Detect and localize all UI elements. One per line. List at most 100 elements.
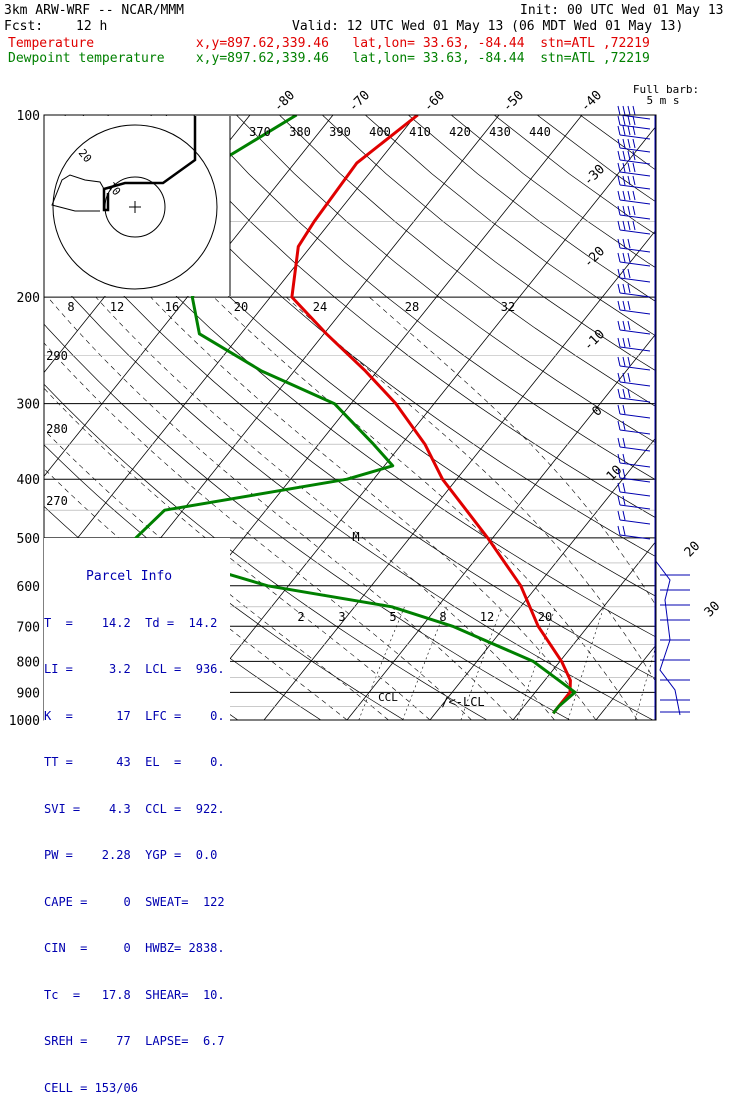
wind-barb-flag: [628, 126, 630, 135]
wind-barb-flag: [618, 526, 620, 535]
wind-barb: [620, 248, 650, 252]
wind-barb: [620, 215, 650, 219]
wind-barb: [620, 148, 650, 152]
parcel-row: CAPE = 0 SWEAT= 122: [44, 895, 230, 911]
wind-barb: [620, 520, 650, 524]
hodograph-background: [44, 116, 230, 296]
wind-barb: [620, 230, 650, 234]
wind-barb: [620, 172, 650, 176]
wind-barb-flag: [623, 151, 625, 160]
wind-barb-flag: [633, 176, 635, 185]
wind-barb-flag: [633, 221, 635, 230]
dry-adiabat-line: [151, 115, 740, 733]
wind-barb: [620, 492, 650, 496]
wind-barb: [620, 330, 650, 334]
theta-label: 380: [289, 125, 311, 139]
lcl-label: /<-LCL: [441, 695, 484, 709]
pressure-label: 900: [17, 686, 40, 701]
dry-adiabat-line: [494, 115, 740, 733]
temperature-legend: Temperature x,y=897.62,339.46 lat,lon= 3…: [8, 36, 650, 51]
isotherm-label: -80: [271, 88, 298, 115]
wind-barb-flag: [618, 338, 620, 347]
wind-barb-flag: [628, 338, 630, 347]
wind-barb-flag: [618, 389, 620, 398]
wind-barb: [620, 200, 650, 204]
wind-barb-flag: [623, 206, 625, 215]
wind-barb: [620, 135, 650, 139]
wind-barb-flag: [623, 253, 625, 262]
hodograph-speed-label: 8: [67, 300, 74, 314]
wind-barb-flag: [628, 284, 630, 293]
parcel-row: SREH = 77 LAPSE= 6.7: [44, 1034, 230, 1050]
wind-barb: [620, 414, 650, 418]
wind-barb: [620, 382, 650, 386]
isotherm-line: [679, 115, 740, 720]
wind-barb-flag: [618, 421, 620, 430]
mixing-ratio-label: 8: [439, 610, 446, 624]
parcel-row: PW = 2.28 YGP = 0.0: [44, 848, 230, 864]
wind-barb: [620, 310, 650, 314]
moist-adiabat-line: [286, 297, 679, 720]
wind-barb-flag: [628, 163, 630, 172]
wind-barb: [620, 478, 650, 482]
wind-barb-flag: [618, 191, 620, 200]
isotherm-label: 10: [604, 463, 626, 485]
wind-barb-flag: [628, 357, 630, 366]
theta-label: 420: [449, 125, 471, 139]
theta-label: 390: [329, 125, 351, 139]
pressure-label: 700: [17, 620, 40, 635]
wind-barb-flag: [628, 253, 630, 262]
temperature-profile: [292, 115, 571, 713]
pressure-label: 800: [17, 655, 40, 670]
isotherm-line: [596, 115, 740, 720]
valid-time: Valid: 12 UTC Wed 01 May 13 (06 MDT Wed …: [292, 19, 683, 34]
hodograph-speed-label: 32: [501, 300, 515, 314]
wind-barb: [620, 125, 650, 129]
wind-barb-flag: [633, 139, 635, 148]
wind-barb-flag: [618, 126, 620, 135]
isotherm-label: 0: [589, 403, 605, 419]
theta-label: 280: [46, 422, 68, 436]
wind-barb: [620, 160, 650, 164]
wind-barb-flag: [618, 221, 620, 230]
ccl-label: CCL: [378, 691, 398, 704]
pressure-label: 200: [17, 291, 40, 306]
hodograph-speed-label: 12: [110, 300, 124, 314]
wind-barb-flag: [628, 239, 630, 248]
parcel-row: LI = 3.2 LCL = 936.: [44, 662, 230, 678]
mixing-ratio-label: 20: [538, 610, 552, 624]
isotherm-label: -40: [578, 88, 605, 115]
wind-barb-flag: [623, 454, 625, 463]
parcel-info-title: Parcel Info: [44, 569, 230, 585]
wind-barb-flag: [623, 526, 625, 535]
isotherm-label: -60: [421, 88, 448, 115]
wind-barb-flag: [623, 301, 625, 310]
wind-barb-flag: [618, 116, 620, 125]
mixing-ratio-label: 5: [389, 610, 396, 624]
isotherm-label: -10: [581, 327, 608, 354]
wind-barb-flag: [618, 405, 620, 414]
theta-label: 270: [46, 494, 68, 508]
wind-barb-flag: [623, 421, 625, 430]
wind-barb-flag: [623, 106, 625, 115]
isotherm-label: 30: [702, 599, 724, 621]
mixing-ratio-line: [568, 607, 604, 720]
parcel-row: T = 14.2 Td = 14.2: [44, 616, 230, 632]
parcel-info-box: Parcel Info T = 14.2 Td = 14.2 LI = 3.2 …: [44, 538, 230, 728]
wind-barb-flag: [618, 511, 620, 520]
parcel-row: K = 17 LFC = 0.: [44, 709, 230, 725]
wind-barb-flag: [628, 191, 630, 200]
wind-barb: [620, 447, 650, 451]
model-title: 3km ARW-WRF -- NCAR/MMM: [4, 3, 184, 18]
wind-barb-flag: [618, 151, 620, 160]
theta-label: 440: [529, 125, 551, 139]
wind-barb-flag: [618, 163, 620, 172]
wind-barb-flag: [623, 357, 625, 366]
pressure-mark-label: M: [352, 530, 359, 544]
wind-barb-flag: [633, 206, 635, 215]
wind-barb-flag: [628, 373, 630, 382]
isotherm-label: 20: [682, 539, 704, 561]
mixing-ratio-label: 12: [480, 610, 494, 624]
wind-barb-flag: [623, 191, 625, 200]
